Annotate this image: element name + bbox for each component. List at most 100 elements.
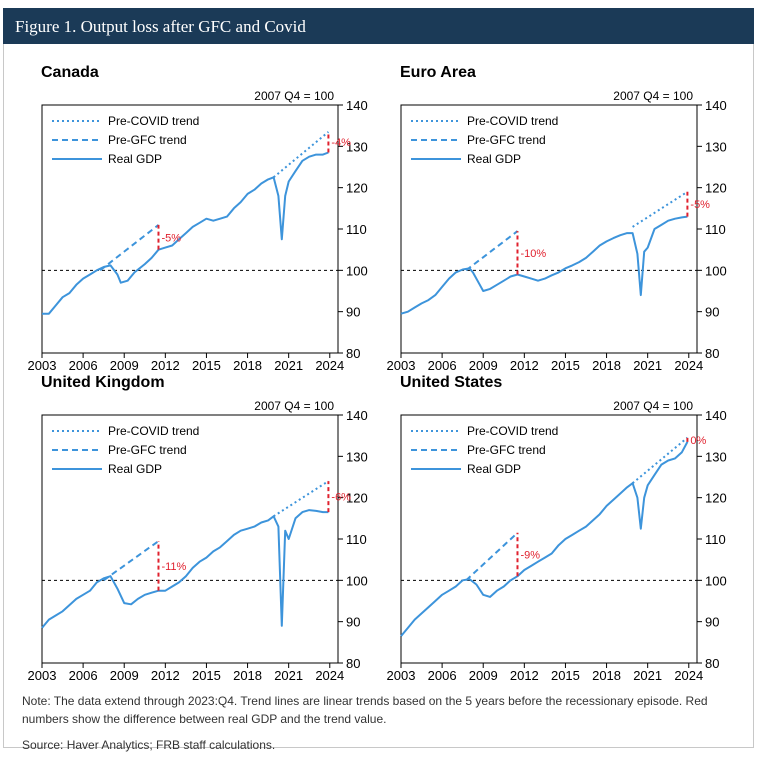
x-tick-label: 2003 bbox=[28, 668, 57, 683]
pre-covid-trend-line bbox=[272, 131, 330, 179]
legend-pre-covid-label: Pre-COVID trend bbox=[467, 114, 558, 128]
x-tick-label: 2015 bbox=[192, 668, 221, 683]
chart-panel-2: Euro Area 2007 Q4 = 100 80 90 100 110 120 130 14… bbox=[387, 64, 727, 373]
legend-pre-covid-label: Pre-COVID trend bbox=[108, 114, 199, 128]
y-tick-label: 100 bbox=[705, 573, 727, 588]
chart-panel-4: United States 2007 Q4 = 100 80 90 100 110 120 1… bbox=[387, 374, 727, 683]
y-tick-label: 90 bbox=[705, 615, 719, 630]
gfc-gap-label: -11% bbox=[161, 561, 186, 573]
x-tick-label: 2024 bbox=[674, 668, 703, 683]
x-tick-label: 2009 bbox=[469, 358, 498, 373]
y-tick-label: 110 bbox=[705, 532, 726, 547]
y-tick-label: 80 bbox=[346, 346, 360, 361]
pre-covid-trend-line bbox=[632, 190, 688, 228]
y-tick-label: 100 bbox=[346, 573, 368, 588]
y-tick-label: 140 bbox=[346, 98, 368, 113]
chart-panel-3: United Kingdom 2007 Q4 = 100 80 90 100 110 120… bbox=[28, 374, 368, 683]
pre-covid-trend-line bbox=[273, 480, 329, 518]
y-tick-label: 120 bbox=[346, 181, 368, 196]
index-label: 2007 Q4 = 100 bbox=[254, 89, 334, 103]
x-tick-label: 2012 bbox=[151, 358, 180, 373]
y-tick-label: 90 bbox=[346, 305, 360, 320]
x-tick-label: 2021 bbox=[633, 358, 662, 373]
y-tick-label: 130 bbox=[705, 139, 727, 154]
x-tick-label: 2012 bbox=[510, 668, 539, 683]
plot-frame bbox=[41, 414, 339, 664]
x-tick-label: 2015 bbox=[192, 358, 221, 373]
y-tick-label: 80 bbox=[705, 656, 719, 671]
legend-pre-gfc-label: Pre-GFC trend bbox=[108, 133, 187, 147]
y-tick-label: 120 bbox=[346, 491, 368, 506]
legend-real-gdp-label: Real GDP bbox=[467, 152, 521, 166]
x-tick-label: 2024 bbox=[674, 358, 703, 373]
legend-pre-gfc-label: Pre-GFC trend bbox=[108, 443, 187, 457]
y-tick-label: 120 bbox=[705, 181, 727, 196]
x-tick-label: 2018 bbox=[233, 358, 262, 373]
y-tick-label: 80 bbox=[346, 656, 360, 671]
real-gdp-line bbox=[400, 441, 689, 637]
real-gdp-line bbox=[400, 215, 688, 315]
x-tick-label: 2021 bbox=[274, 358, 303, 373]
chart-panel-1: Canada 2007 Q4 = 100 80 90 100 110 120 130 140 20… bbox=[28, 64, 368, 373]
x-tick-label: 2018 bbox=[592, 358, 621, 373]
x-tick-label: 2012 bbox=[151, 668, 180, 683]
x-tick-label: 2012 bbox=[510, 358, 539, 373]
y-tick-label: 140 bbox=[705, 408, 727, 423]
x-tick-label: 2024 bbox=[315, 358, 344, 373]
x-tick-label: 2003 bbox=[387, 358, 416, 373]
pre-gfc-trend-line bbox=[465, 532, 519, 582]
legend-real-gdp-label: Real GDP bbox=[467, 462, 521, 476]
gfc-gap-label: -9% bbox=[520, 550, 540, 562]
plot-frame bbox=[400, 104, 698, 354]
x-tick-label: 2009 bbox=[110, 668, 139, 683]
y-tick-label: 90 bbox=[705, 305, 719, 320]
y-tick-label: 90 bbox=[346, 615, 360, 630]
legend-pre-covid-label: Pre-COVID trend bbox=[467, 424, 558, 438]
legend-pre-gfc-label: Pre-GFC trend bbox=[467, 443, 546, 457]
figure-note: Note: The data extend through 2023:Q4. T… bbox=[22, 694, 708, 726]
charts-area: Canada 2007 Q4 = 100 80 90 100 110 120 130 140 20… bbox=[28, 64, 727, 683]
x-tick-label: 2015 bbox=[551, 668, 580, 683]
covid-gap-label: 0% bbox=[690, 435, 706, 447]
figure-title: Figure 1. Output loss after GFC and Covi… bbox=[15, 17, 306, 36]
legend-pre-covid-label: Pre-COVID trend bbox=[108, 424, 199, 438]
x-tick-label: 2006 bbox=[69, 358, 98, 373]
gfc-gap-label: -5% bbox=[161, 232, 181, 244]
y-tick-label: 130 bbox=[346, 139, 368, 154]
x-tick-label: 2021 bbox=[274, 668, 303, 683]
index-label: 2007 Q4 = 100 bbox=[613, 399, 693, 413]
legend-pre-gfc-label: Pre-GFC trend bbox=[467, 133, 546, 147]
covid-gap-label: -4% bbox=[331, 137, 351, 149]
x-tick-label: 2009 bbox=[469, 668, 498, 683]
y-tick-label: 120 bbox=[705, 491, 727, 506]
chart-title: United Kingdom bbox=[41, 374, 165, 391]
pre-gfc-trend-line bbox=[465, 230, 519, 272]
index-label: 2007 Q4 = 100 bbox=[613, 89, 693, 103]
pre-gfc-trend-line bbox=[99, 224, 160, 272]
y-tick-label: 80 bbox=[705, 346, 719, 361]
x-tick-label: 2015 bbox=[551, 358, 580, 373]
plot-frame bbox=[400, 414, 698, 664]
y-tick-label: 100 bbox=[705, 263, 727, 278]
legend-real-gdp-label: Real GDP bbox=[108, 462, 162, 476]
y-tick-label: 140 bbox=[346, 408, 368, 423]
index-label: 2007 Q4 = 100 bbox=[254, 399, 334, 413]
pre-gfc-trend-line bbox=[103, 540, 160, 582]
x-tick-label: 2018 bbox=[592, 668, 621, 683]
gfc-gap-label: -10% bbox=[520, 248, 546, 260]
y-tick-label: 110 bbox=[705, 222, 726, 237]
x-tick-label: 2006 bbox=[428, 668, 457, 683]
y-tick-label: 110 bbox=[346, 532, 367, 547]
covid-gap-label: -5% bbox=[690, 199, 710, 211]
x-tick-label: 2006 bbox=[428, 358, 457, 373]
chart-title: Euro Area bbox=[400, 64, 476, 81]
y-tick-label: 100 bbox=[346, 263, 368, 278]
covid-gap-label: -6% bbox=[331, 492, 351, 504]
x-tick-label: 2003 bbox=[387, 668, 416, 683]
figure-source: Source: Haver Analytics; FRB staff calcu… bbox=[22, 738, 276, 752]
y-tick-label: 130 bbox=[705, 449, 727, 464]
chart-title: United States bbox=[400, 374, 502, 391]
x-tick-label: 2021 bbox=[633, 668, 662, 683]
real-gdp-line bbox=[42, 151, 329, 315]
pre-covid-trend-line bbox=[631, 436, 689, 484]
